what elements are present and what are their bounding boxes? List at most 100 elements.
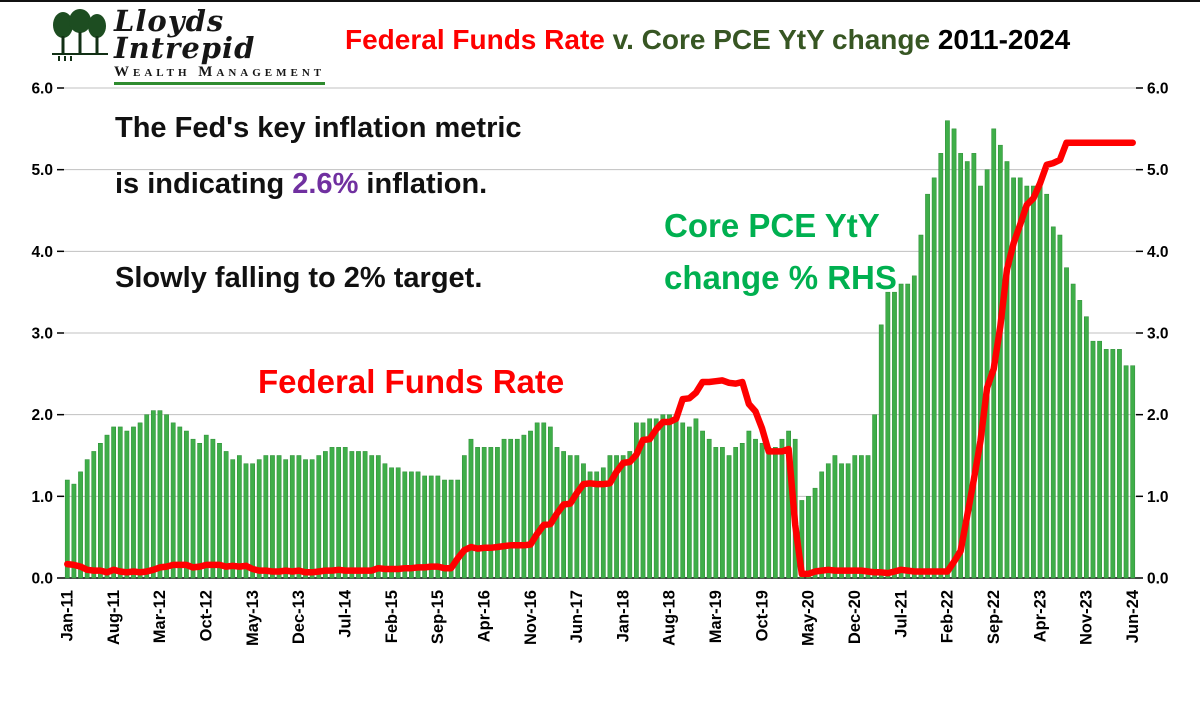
pce-bar — [389, 467, 394, 579]
pce-bar — [726, 455, 732, 579]
pce-bar — [164, 414, 169, 579]
pce-bar — [1057, 234, 1063, 579]
pce-bar — [170, 422, 176, 579]
pce-bar — [1097, 340, 1102, 579]
pce-bar — [1044, 193, 1050, 579]
pce-bar — [501, 438, 507, 579]
pce-bar — [448, 479, 454, 579]
pce-bar — [567, 455, 573, 579]
y-axis-right-label: 0.0 — [1147, 571, 1169, 588]
x-axis-label: Mar-12 — [151, 590, 169, 643]
pce-bar — [309, 459, 315, 579]
pce-bar — [561, 451, 566, 579]
pce-bar — [872, 414, 877, 579]
pce-bar — [548, 426, 553, 579]
pce-bar — [746, 430, 752, 579]
core-pce-label-line2: change % RHS — [664, 259, 897, 296]
pce-bar — [375, 455, 381, 579]
pce-bar — [144, 414, 150, 579]
pce-bar — [1084, 316, 1089, 579]
pce-bar — [415, 471, 421, 579]
pce-bar — [342, 447, 348, 579]
pce-bar — [700, 430, 705, 579]
pce-bar — [236, 455, 242, 579]
x-axis-label: Dec-13 — [290, 590, 308, 644]
pce-bar — [1050, 226, 1056, 579]
pce-bar — [938, 153, 944, 579]
pce-bar — [428, 475, 434, 579]
pce-bar — [461, 455, 467, 579]
x-axis-label: Dec-20 — [846, 590, 864, 644]
pce-bar — [217, 443, 222, 579]
pce-bar — [184, 430, 189, 579]
pce-bar — [488, 447, 494, 579]
pce-bar — [574, 455, 580, 579]
core-pce-series-label: Core PCE YtY change % RHS — [664, 200, 897, 304]
x-axis-label: Apr-23 — [1031, 590, 1049, 642]
pce-bar — [71, 483, 77, 579]
pce-bar — [951, 128, 957, 579]
x-axis-label: Aug-11 — [105, 590, 123, 645]
pce-bar — [329, 447, 335, 579]
x-axis-label: Sep-22 — [985, 590, 1003, 644]
pce-bar — [978, 185, 983, 579]
pce-bar — [1064, 267, 1069, 579]
pce-bar — [720, 447, 725, 579]
pce-bar — [845, 463, 851, 579]
pce-bar — [316, 455, 322, 579]
pce-bar — [521, 434, 527, 579]
pce-bar — [971, 153, 977, 579]
pce-bar — [468, 438, 474, 579]
pce-bar — [945, 120, 950, 579]
pce-bar — [997, 144, 1003, 579]
pce-bar — [1117, 349, 1122, 579]
pce-bar — [356, 451, 361, 579]
pce-bar — [91, 451, 97, 579]
pce-bar — [104, 434, 110, 579]
x-axis-label: Feb-15 — [383, 590, 401, 643]
pce-bar — [693, 418, 699, 579]
x-axis-label: Jun-24 — [1124, 589, 1142, 643]
y-axis-right-label: 3.0 — [1147, 326, 1169, 343]
logo: Lloyds Intrepid Wealth Management — [52, 7, 326, 85]
pce-bar — [442, 479, 447, 579]
pce-bar — [865, 455, 871, 579]
pce-bar — [243, 463, 249, 579]
x-axis-label: Feb-22 — [939, 590, 957, 643]
pce-bar — [1103, 349, 1109, 579]
pce-bar — [475, 447, 480, 579]
pce-bar — [131, 426, 136, 579]
pce-bar — [323, 451, 328, 579]
x-axis-label: Jan-18 — [614, 590, 632, 642]
annotation-inflation-pre: is indicating — [115, 168, 293, 200]
pce-bar — [1110, 349, 1116, 579]
title-years: 2011-2024 — [937, 24, 1071, 55]
fed-funds-rate-series-label: Federal Funds Rate — [258, 363, 565, 400]
pce-bar — [362, 451, 368, 579]
title-vs-core-pce: v. Core PCE YtY change — [604, 24, 938, 55]
x-axis-label: Oct-12 — [198, 590, 216, 641]
pce-bar — [766, 447, 772, 579]
title-federal-funds-rate: Federal Funds Rate — [345, 24, 605, 55]
annotation-inflation-value: 2.6% — [292, 168, 359, 200]
pce-bar — [508, 438, 514, 579]
pce-bar — [495, 447, 500, 579]
pce-bar — [1077, 300, 1083, 579]
pce-bar — [303, 459, 308, 579]
y-axis-right-label: 2.0 — [1147, 407, 1169, 424]
pce-bar — [607, 455, 613, 579]
pce-bar — [779, 438, 785, 579]
pce-bar — [918, 234, 924, 579]
pce-bar — [1024, 185, 1030, 579]
pce-bar — [680, 422, 686, 579]
x-axis-label: May-13 — [244, 590, 262, 646]
pce-bar — [349, 451, 355, 579]
pce-bar — [137, 422, 143, 579]
pce-bar — [1090, 340, 1096, 579]
pce-bar — [753, 438, 758, 579]
pce-bar — [369, 455, 375, 579]
top-divider — [0, 0, 1200, 2]
gridlines — [64, 87, 1136, 497]
pce-bar — [283, 459, 289, 579]
